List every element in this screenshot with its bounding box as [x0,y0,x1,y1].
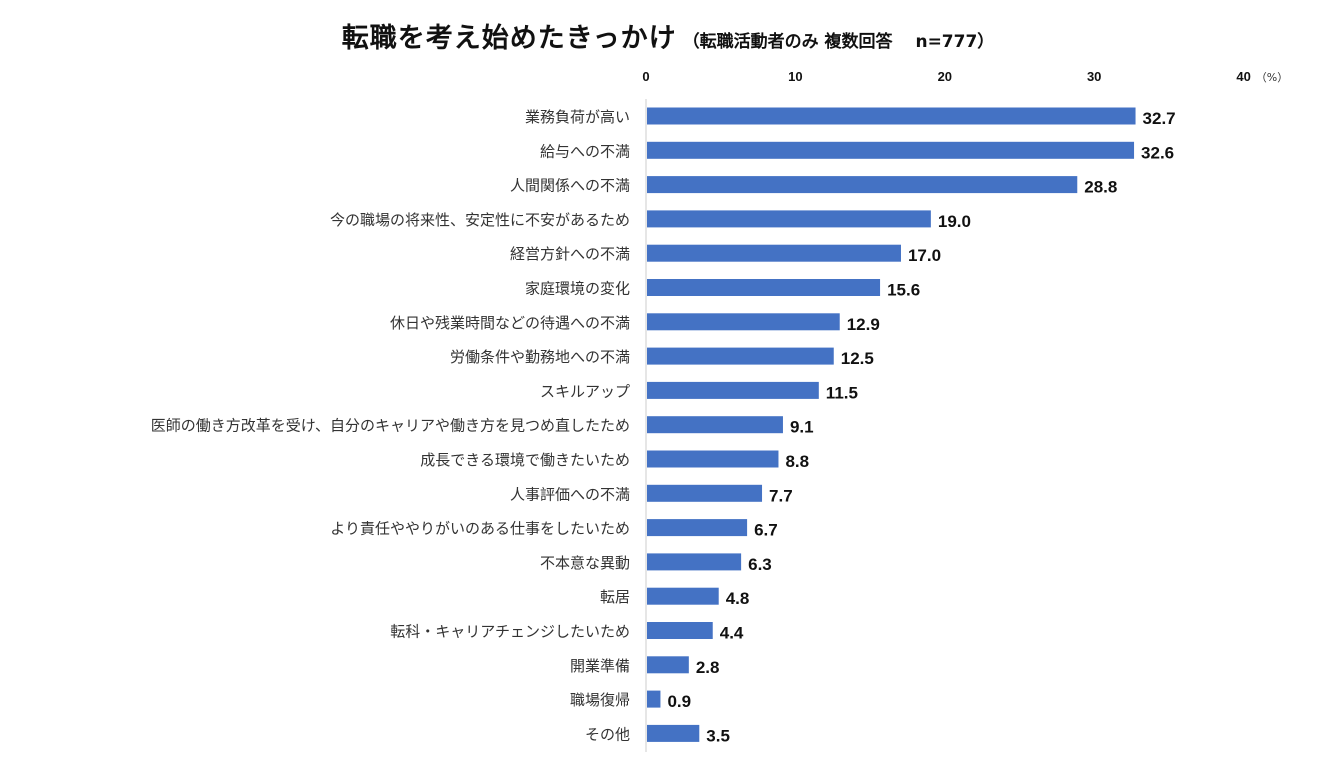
bar [647,724,700,742]
category-label: より責任ややりがいのある仕事をしたいため [330,520,630,538]
x-tick-label: 20 [938,69,952,84]
bar [647,519,748,537]
category-label: 家庭環境の変化 [525,280,630,298]
value-label: 17.0 [908,246,941,265]
value-label: 0.9 [667,692,691,711]
x-tick-label: 30 [1087,69,1101,84]
category-label: 労働条件や勤務地への不満 [450,348,630,366]
value-label: 15.6 [887,281,920,300]
bar [647,313,840,331]
value-label: 8.8 [785,452,809,471]
category-label: 休日や残業時間などの待遇への不満 [390,314,630,332]
value-label: 2.8 [696,658,720,677]
category-label: 開業準備 [570,657,630,675]
axis-unit-label: （%） [1256,71,1288,84]
bar [647,656,689,674]
value-label: 3.5 [706,726,730,745]
bar [647,450,779,468]
x-tick-label: 0 [642,69,649,84]
value-label: 11.5 [826,383,858,402]
value-label: 4.4 [720,624,744,643]
value-label: 7.7 [769,486,793,505]
bar [647,690,661,708]
bar [647,244,901,262]
category-label: 不本意な異動 [540,554,630,572]
bar [647,210,931,228]
bar [647,107,1136,125]
bar [647,553,742,571]
bar [647,587,719,605]
chart-title-main: 転職を考え始めたきっかけ [341,23,677,54]
bar [647,484,763,502]
value-label: 32.7 [1143,109,1176,128]
x-tick-label: 10 [788,69,802,84]
category-label: その他 [585,725,630,743]
chart-subtitle: （転職活動者のみ 複数回答 n=777） [682,32,995,52]
value-label: 19.0 [938,212,971,231]
bar [647,176,1078,194]
category-label: スキルアップ [540,382,630,400]
category-label: 経営方針への不満 [510,245,630,263]
x-tick-label: 40 [1236,69,1250,84]
category-label: 人間関係への不満 [510,177,630,195]
value-label: 4.8 [726,589,750,608]
category-label: 医師の働き方改革を受け、自分のキャリアや働き方を見つめ直したため [151,417,630,435]
bar [647,279,881,296]
bar [647,347,834,365]
value-label: 6.3 [748,555,772,574]
category-label: 職場復帰 [570,691,630,709]
bar [647,416,783,434]
value-label: 6.7 [754,521,778,540]
category-label: 成長できる環境で働きたいため [420,451,630,469]
value-label: 28.8 [1084,178,1117,197]
axis-ticks: 0 10 20 30 40 [642,69,1250,84]
category-label: 人事評価への不満 [510,485,630,503]
value-label: 12.9 [847,315,880,334]
category-label: 転科・キャリアチェンジしたいため [390,623,630,641]
bar [647,141,1135,159]
category-label: 給与への不満 [540,142,630,160]
chart-title: 転職を考え始めたきっかけ （転職活動者のみ 複数回答 n=777） [0,16,1336,55]
category-label: 今の職場の将来性、安定性に不安があるため [330,211,630,229]
bar [647,622,713,639]
category-label: 転居 [600,588,630,606]
value-label: 12.5 [841,349,874,368]
category-label: 業務負荷が高い [525,108,630,126]
value-label: 9.1 [790,418,814,437]
bar-rows: 業務負荷が高い 32.7 給与への不満 32.6 人間関係への不満 28.8 今の職場の将来… [151,107,1176,745]
bar [647,381,819,399]
value-label: 32.6 [1141,143,1174,162]
